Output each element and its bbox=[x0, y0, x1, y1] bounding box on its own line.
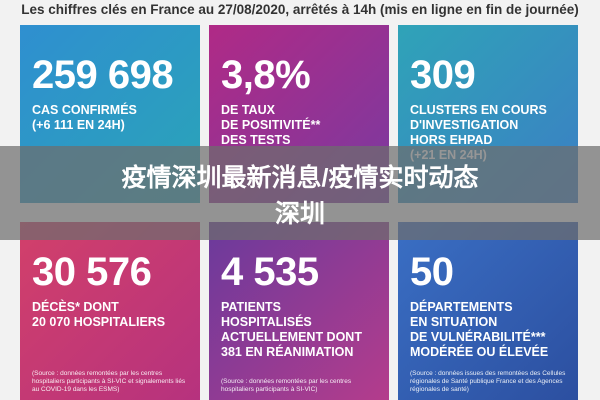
stat-label-line: DE POSITIVITÉ** bbox=[221, 118, 321, 132]
stat-label-line: EN SITUATION bbox=[410, 315, 498, 329]
stat-label-line: MODÉRÉE OU ÉLEVÉE bbox=[410, 345, 549, 359]
stat-number: 3,8% bbox=[221, 53, 311, 97]
stat-label-line: DÉPARTEMENTS bbox=[410, 300, 513, 314]
stat-number: 309 bbox=[410, 53, 476, 97]
banner: 疫情深圳最新消息/疫情实时动态 深圳 bbox=[0, 146, 600, 240]
stat-label-line: DÉCÈS* DONT bbox=[32, 300, 119, 314]
stat-label-line: (+6 111 EN 24H) bbox=[32, 118, 125, 132]
stat-label-line: 381 EN RÉANIMATION bbox=[221, 345, 354, 359]
header-title: Les chiffres clés en France au 27/08/202… bbox=[21, 2, 579, 17]
source-note: (Source : données issues des remontées d… bbox=[410, 370, 566, 393]
source-note: (Source : données remontées par les cent… bbox=[221, 378, 352, 393]
stat-label: CAS CONFIRMÉS (+6 111 EN 24H) bbox=[32, 103, 188, 133]
stat-label: PATIENTS HOSPITALISÉS ACTUELLEMENT DONT 381… bbox=[221, 300, 377, 360]
stat-label-line: CAS CONFIRMÉS bbox=[32, 103, 137, 117]
stat-label-line: DE TAUX bbox=[221, 103, 275, 117]
stat-tile: 30 576 DÉCÈS* DONT 20 070 HOSPITALIERS (Sou… bbox=[20, 222, 200, 400]
stat-label: DÉCÈS* DONT 20 070 HOSPITALIERS bbox=[32, 300, 188, 330]
stat-label-line: 20 070 HOSPITALIERS bbox=[32, 315, 166, 329]
stat-number: 4 535 bbox=[221, 250, 319, 294]
stat-label-line: DES TESTS bbox=[221, 133, 291, 147]
source-note: (Source : données remontées par les cent… bbox=[32, 370, 186, 393]
stat-tile: 50 DÉPARTEMENTS EN SITUATION DE VULNÉRABILI… bbox=[398, 222, 578, 400]
stat-label-line: D'INVESTIGATION bbox=[410, 118, 519, 132]
stat-label-line: CLUSTERS EN COURS bbox=[410, 103, 547, 117]
stat-label: DE TAUX DE POSITIVITÉ** DES TESTS bbox=[221, 103, 377, 148]
stat-label-line: PATIENTS bbox=[221, 300, 281, 314]
stat-label: DÉPARTEMENTS EN SITUATION DE VULNÉRABILITÉ… bbox=[410, 300, 566, 360]
stat-number: 50 bbox=[410, 250, 454, 294]
banner-line: 深圳 bbox=[274, 200, 325, 228]
stat-number: 259 698 bbox=[32, 53, 174, 97]
stat-number: 30 576 bbox=[32, 250, 152, 294]
stat-tile: 4 535 PATIENTS HOSPITALISÉS ACTUELLEMENT DO… bbox=[209, 222, 389, 400]
stat-label-line: ACTUELLEMENT DONT bbox=[221, 330, 362, 344]
stat-label-line: HORS EHPAD bbox=[410, 133, 493, 147]
stat-label-line: DE VULNÉRABILITÉ*** bbox=[410, 330, 546, 344]
stat-label-line: HOSPITALISÉS bbox=[221, 315, 312, 329]
banner-line: 疫情深圳最新消息/疫情实时动态 bbox=[121, 164, 479, 192]
